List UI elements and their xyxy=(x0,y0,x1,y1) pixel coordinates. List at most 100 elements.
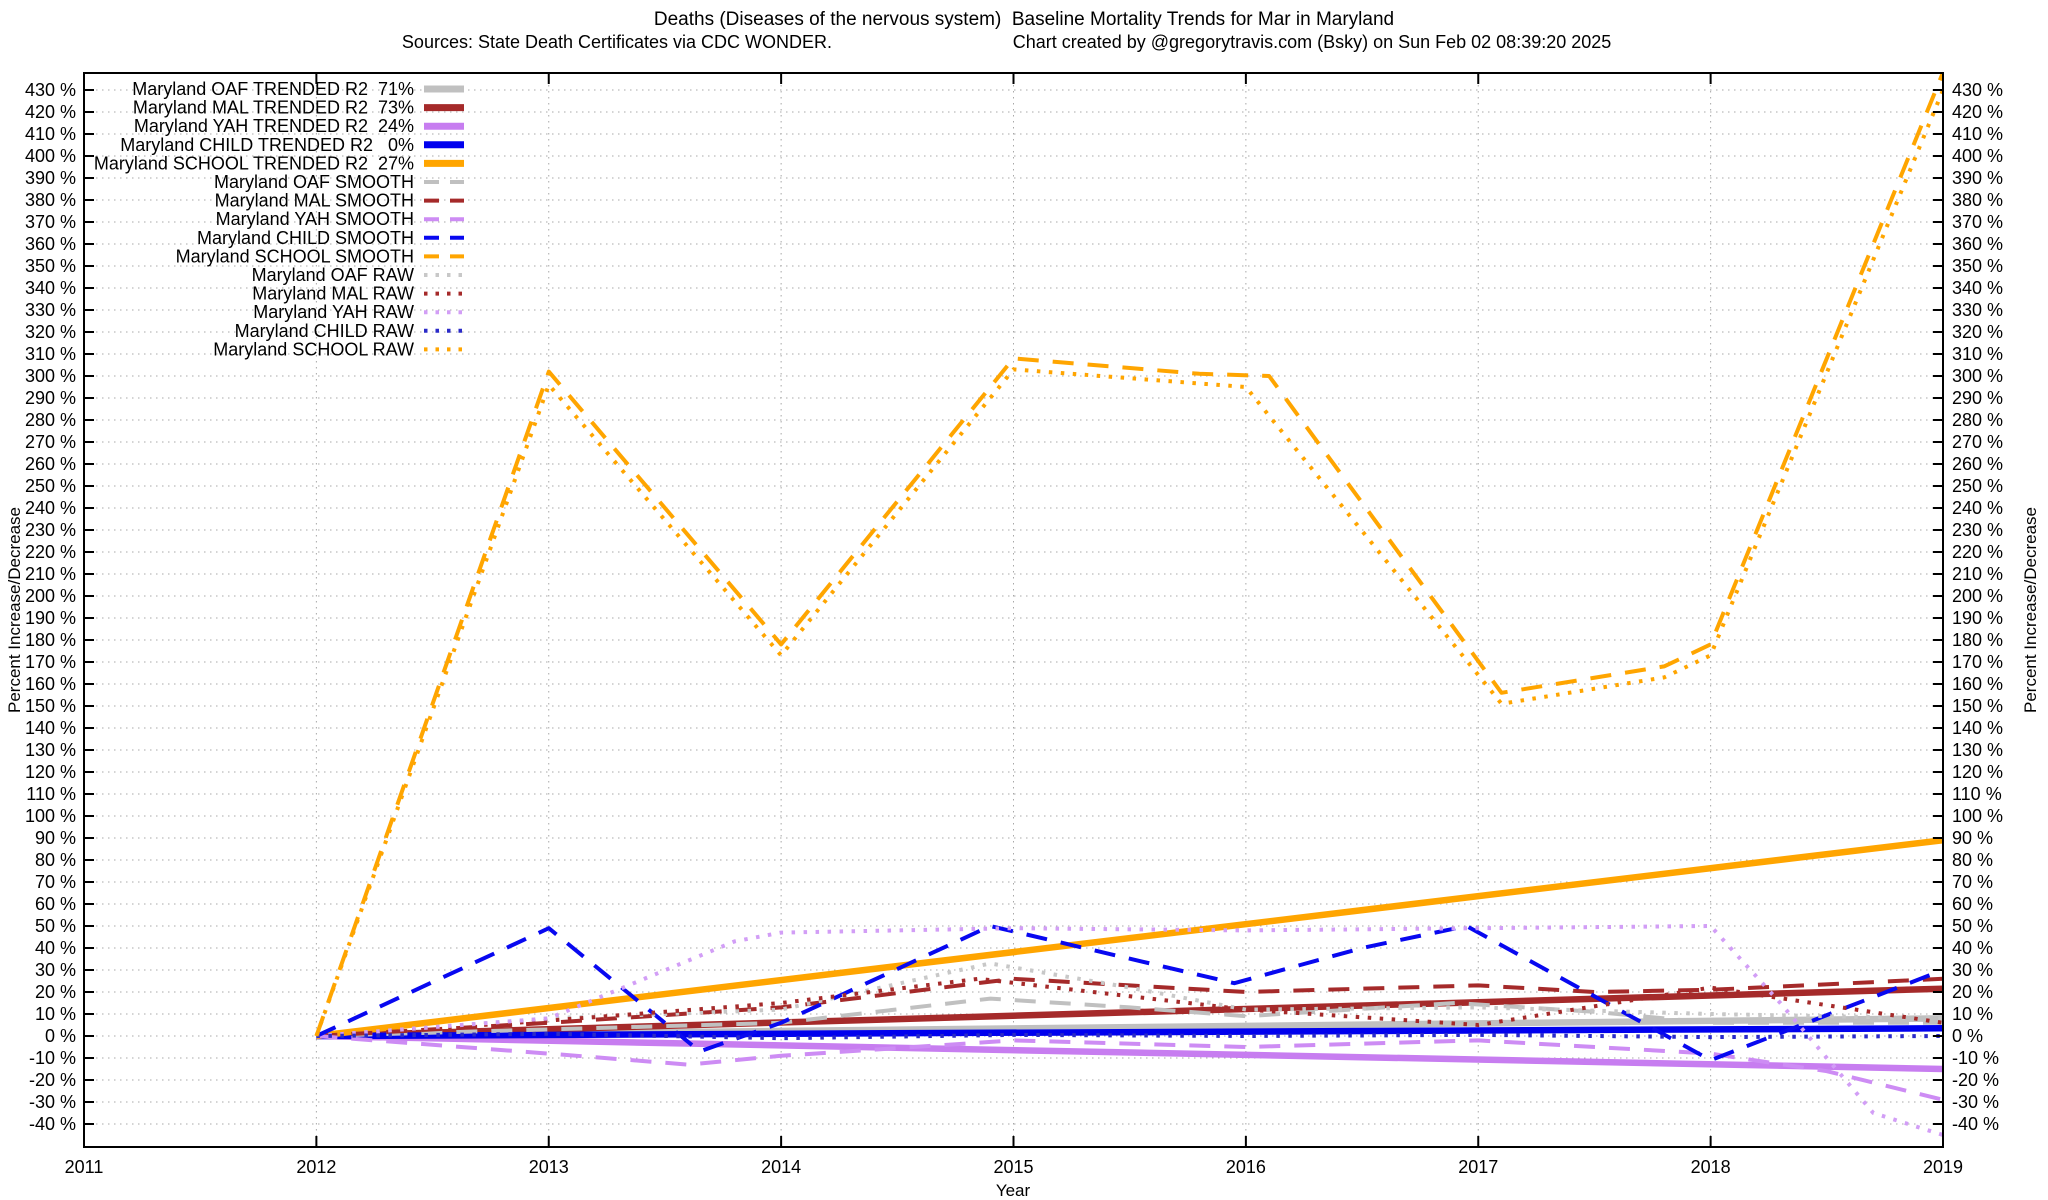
y-tick-label-right: 240 % xyxy=(1952,498,2003,518)
legend-item-school-trended: Maryland SCHOOL TRENDED R2 27% xyxy=(94,153,464,173)
y-tick-label-left: 140 % xyxy=(25,718,76,738)
y-tick-label-right: 120 % xyxy=(1952,762,2003,782)
y-tick-label-left: 410 % xyxy=(25,124,76,144)
y-tick-label-right: 190 % xyxy=(1952,608,2003,628)
y-tick-label-right: 430 % xyxy=(1952,80,2003,100)
x-tick-label: 2016 xyxy=(1226,1157,1266,1177)
y-tick-label-right: 140 % xyxy=(1952,718,2003,738)
legend-label-child-raw: Maryland CHILD RAW xyxy=(235,321,414,341)
y-tick-label-right: 250 % xyxy=(1952,476,2003,496)
y-tick-label-left: 250 % xyxy=(25,476,76,496)
y-tick-label-right: 90 % xyxy=(1952,828,1993,848)
series-yah-trended-line xyxy=(316,1032,1943,1073)
y-tick-label-right: -30 % xyxy=(1952,1092,1999,1112)
y-tick-label-right: 180 % xyxy=(1952,630,2003,650)
chart-title: Deaths (Diseases of the nervous system) … xyxy=(654,9,1394,30)
y-tick-label-left: 370 % xyxy=(25,212,76,232)
legend-label-mal-smooth: Maryland MAL SMOOTH xyxy=(215,191,414,211)
legend-item-school-smooth: Maryland SCHOOL SMOOTH xyxy=(176,246,464,266)
x-tick-label: 2017 xyxy=(1458,1157,1498,1177)
y-tick-label-left: 90 % xyxy=(35,828,76,848)
legend-label-oaf-smooth: Maryland OAF SMOOTH xyxy=(214,172,414,192)
legend-item-mal-raw: Maryland MAL RAW xyxy=(252,284,464,304)
legend-item-school-raw: Maryland SCHOOL RAW xyxy=(213,339,464,359)
y-tick-label-left: 70 % xyxy=(35,872,76,892)
y-tick-label-left: 20 % xyxy=(35,982,76,1002)
y-tick-label-left: 160 % xyxy=(25,674,76,694)
y-tick-label-right: 380 % xyxy=(1952,190,2003,210)
y-tick-label-right: 290 % xyxy=(1952,388,2003,408)
series-school-trended-line xyxy=(316,836,1943,1040)
y-tick-label-right: 360 % xyxy=(1952,234,2003,254)
y-tick-label-right: 370 % xyxy=(1952,212,2003,232)
series-mal-trended-line xyxy=(316,985,1943,1040)
y-tick-label-right: 200 % xyxy=(1952,586,2003,606)
x-axis-title: Year xyxy=(996,1181,1031,1200)
x-tick-label: 2012 xyxy=(296,1157,336,1177)
legend-label-school-smooth: Maryland SCHOOL SMOOTH xyxy=(176,246,414,266)
y-tick-label-right: 110 % xyxy=(1952,784,2002,804)
y-tick-label-left: 280 % xyxy=(25,410,76,430)
y-axis-title-left: Percent Increase/Decrease xyxy=(5,507,24,713)
y-tick-label-left: 80 % xyxy=(35,850,76,870)
y-tick-label-left: -40 % xyxy=(29,1114,76,1134)
y-tick-label-left: 230 % xyxy=(25,520,76,540)
series-child-trended-line xyxy=(316,1025,1943,1040)
y-tick-label-right: 30 % xyxy=(1952,960,1993,980)
series-oaf-smooth-line xyxy=(316,996,1943,1038)
series-yah-smooth-line xyxy=(316,1034,1943,1102)
y-tick-label-right: 310 % xyxy=(1952,344,2003,364)
y-tick-label-left: 210 % xyxy=(25,564,76,584)
y-tick-label-right: 170 % xyxy=(1952,652,2003,672)
y-tick-label-left: 150 % xyxy=(25,696,76,716)
y-tick-label-right: 50 % xyxy=(1952,916,1993,936)
legend-label-child-trended: Maryland CHILD TRENDED R2 0% xyxy=(120,135,414,155)
y-tick-label-right: -10 % xyxy=(1952,1048,1999,1068)
legend-item-oaf-trended: Maryland OAF TRENDED R2 71% xyxy=(132,79,464,99)
y-tick-label-left: 340 % xyxy=(25,278,76,298)
y-tick-label-left: 430 % xyxy=(25,80,76,100)
chart-credit-note: Chart created by @gregorytravis.com (Bsk… xyxy=(1013,32,1612,52)
x-tick-label: 2018 xyxy=(1691,1157,1731,1177)
y-tick-label-left: 30 % xyxy=(35,960,76,980)
y-tick-label-right: 60 % xyxy=(1952,894,1993,914)
legend-label-mal-raw: Maryland MAL RAW xyxy=(252,284,414,304)
y-tick-label-left: 390 % xyxy=(25,168,76,188)
series-yah-raw-line xyxy=(316,924,1943,1137)
legend: Maryland OAF TRENDED R2 71% Maryland MAL … xyxy=(94,79,464,359)
y-tick-label-left: 420 % xyxy=(25,102,76,122)
y-tick-label-right: 400 % xyxy=(1952,146,2003,166)
y-tick-label-right: 0 % xyxy=(1952,1026,1983,1046)
y-tick-label-left: 50 % xyxy=(35,916,76,936)
y-tick-label-right: 40 % xyxy=(1952,938,1993,958)
y-axis-title-right: Percent Increase/Decrease xyxy=(2021,507,2040,713)
legend-label-yah-raw: Maryland YAH RAW xyxy=(253,302,414,322)
legend-item-child-smooth: Maryland CHILD SMOOTH xyxy=(197,228,464,248)
y-tick-label-right: 150 % xyxy=(1952,696,2003,716)
y-tick-label-right: 300 % xyxy=(1952,366,2003,386)
x-tick-label: 2019 xyxy=(1923,1157,1963,1177)
y-tick-label-left: -20 % xyxy=(29,1070,76,1090)
y-tick-label-right: 270 % xyxy=(1952,432,2003,452)
y-tick-label-right: 340 % xyxy=(1952,278,2003,298)
legend-item-yah-trended: Maryland YAH TRENDED R2 24% xyxy=(134,116,464,136)
legend-label-oaf-trended: Maryland OAF TRENDED R2 71% xyxy=(132,79,414,99)
legend-item-child-trended: Maryland CHILD TRENDED R2 0% xyxy=(120,135,464,155)
y-tick-label-right: 20 % xyxy=(1952,982,1993,1002)
y-tick-label-right: -20 % xyxy=(1952,1070,1999,1090)
y-tick-label-left: 200 % xyxy=(25,586,76,606)
legend-item-child-raw: Maryland CHILD RAW xyxy=(235,321,464,341)
plot-border xyxy=(83,72,1944,1148)
series-school-smooth-line xyxy=(314,73,1943,1037)
y-tick-label-left: 320 % xyxy=(25,322,76,342)
y-tick-label-left: 110 % xyxy=(26,784,76,804)
x-tick-label: 2014 xyxy=(761,1157,801,1177)
y-tick-label-right: 160 % xyxy=(1952,674,2003,694)
y-tick-label-right: 420 % xyxy=(1952,102,2003,122)
y-tick-label-left: 330 % xyxy=(25,300,76,320)
y-tick-label-right: 350 % xyxy=(1952,256,2003,276)
y-tick-label-left: 310 % xyxy=(25,344,76,364)
legend-label-yah-smooth: Maryland YAH SMOOTH xyxy=(216,209,414,229)
y-tick-label-left: 380 % xyxy=(25,190,76,210)
y-tick-label-right: 230 % xyxy=(1952,520,2003,540)
